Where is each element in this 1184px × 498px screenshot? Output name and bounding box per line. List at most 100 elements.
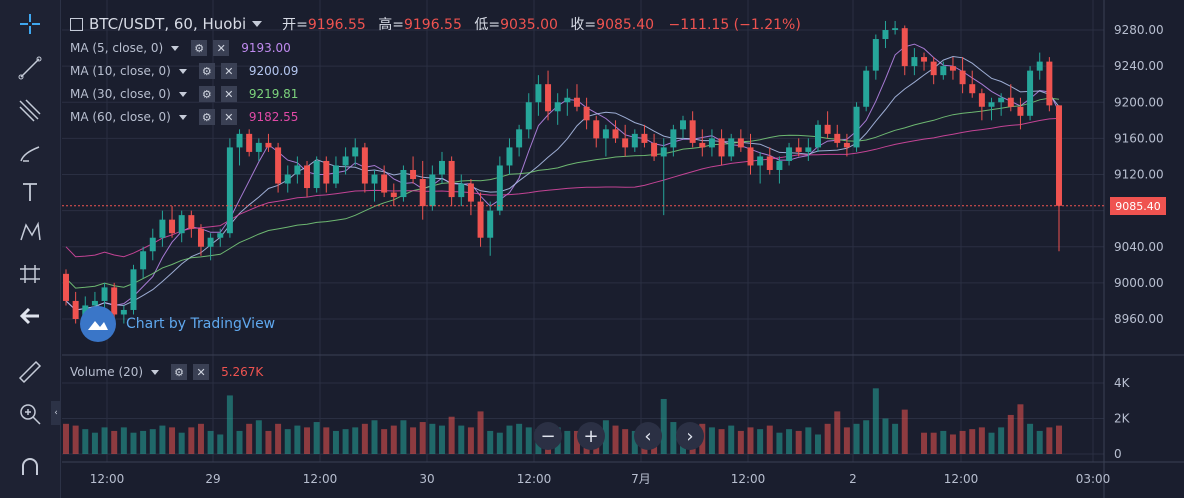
candle-body — [631, 133, 638, 148]
volume-bar — [1036, 430, 1043, 454]
candle-body — [487, 210, 494, 238]
symbol-dropdown-icon[interactable] — [252, 21, 263, 27]
volume-legend[interactable]: Volume (20) ⚙ ✕ 5.267K — [70, 364, 263, 380]
volume-bar — [275, 423, 282, 454]
volume-bar — [467, 427, 474, 454]
zoom-in-button[interactable]: + — [577, 422, 605, 450]
candle-body — [651, 142, 658, 157]
volume-bar — [458, 425, 465, 454]
zoom-in-icon[interactable] — [14, 398, 46, 430]
candle-body — [265, 142, 272, 148]
volume-bar — [371, 420, 378, 454]
candle-body — [969, 84, 976, 94]
candle-body — [169, 219, 176, 234]
measure-icon[interactable] — [14, 258, 46, 290]
pattern-icon[interactable] — [14, 216, 46, 248]
volume-settings-icon[interactable]: ⚙ — [171, 364, 188, 380]
scroll-right-button[interactable]: › — [676, 422, 704, 450]
candle-body — [477, 201, 484, 238]
ma60-legend[interactable]: MA (60, close, 0) ⚙ ✕ 9182.55 — [70, 109, 298, 125]
time-tick-label: 7月 — [631, 472, 651, 486]
time-tick-label: 12:00 — [731, 472, 766, 486]
volume-dropdown-icon[interactable] — [151, 369, 160, 375]
volume-bar — [622, 429, 629, 454]
last-price-tag: 9085.40 — [1110, 197, 1166, 215]
ma30-label[interactable]: MA (30, close, 0) — [70, 87, 171, 101]
candle-body — [535, 84, 542, 103]
candle-body — [275, 147, 282, 184]
candle-body — [217, 233, 224, 238]
volume-bar — [988, 432, 995, 454]
candle-body — [872, 39, 879, 71]
candle-body — [940, 66, 947, 76]
ma60-settings-icon[interactable]: ⚙ — [198, 109, 215, 125]
tradingview-watermark[interactable]: Chart by TradingView — [80, 306, 275, 342]
volume-remove-icon[interactable]: ✕ — [193, 364, 210, 380]
volume-bar — [439, 425, 445, 454]
candle-body — [1036, 61, 1043, 71]
candle-body — [1027, 70, 1034, 116]
candle-body — [381, 174, 388, 193]
candle-body — [467, 183, 474, 202]
magnet-icon[interactable] — [14, 452, 46, 484]
candle-body — [458, 183, 465, 198]
ma60-label[interactable]: MA (60, close, 0) — [70, 110, 171, 124]
ma5-dropdown-icon[interactable] — [171, 45, 180, 51]
volume-bar — [564, 430, 571, 454]
scroll-left-button[interactable]: ‹ — [634, 422, 662, 450]
candle-body — [901, 28, 908, 67]
ma30-settings-icon[interactable]: ⚙ — [198, 86, 215, 102]
ma10-dropdown-icon[interactable] — [178, 68, 187, 74]
ma60-dropdown-icon[interactable] — [178, 114, 187, 120]
volume-bar — [978, 427, 985, 454]
candle-body — [496, 165, 503, 211]
ruler-icon[interactable] — [14, 356, 46, 388]
ma30-remove-icon[interactable]: ✕ — [220, 86, 237, 102]
candle-body — [959, 70, 966, 85]
ma60-remove-icon[interactable]: ✕ — [220, 109, 237, 125]
watermark-text: Chart by TradingView — [126, 316, 276, 332]
volume-bar — [786, 429, 793, 454]
ma5-remove-icon[interactable]: ✕ — [213, 40, 230, 56]
volume-bar — [921, 432, 928, 454]
symbol-legend: BTC/USDT, 60, Huobi 开=9196.55 高=9196.55 … — [70, 14, 801, 34]
brush-icon[interactable] — [14, 136, 46, 168]
volume-bar — [814, 434, 821, 454]
trend-line-icon[interactable] — [14, 52, 46, 84]
volume-bar — [602, 420, 609, 454]
tradingview-logo-icon — [80, 306, 116, 342]
ma5-legend[interactable]: MA (5, close, 0) ⚙ ✕ 9193.00 — [70, 40, 291, 56]
volume-bar — [101, 427, 108, 454]
back-arrow-icon[interactable] — [14, 300, 46, 332]
ma5-settings-icon[interactable]: ⚙ — [191, 40, 208, 56]
ma30-dropdown-icon[interactable] — [178, 91, 187, 97]
candle-body — [602, 129, 609, 139]
zoom-out-button[interactable]: − — [534, 422, 562, 450]
symbol-menu-icon[interactable] — [70, 17, 83, 31]
candle-body — [332, 165, 339, 184]
volume-bar — [949, 434, 956, 454]
candle-body — [776, 160, 783, 170]
volume-label[interactable]: Volume (20) — [70, 365, 144, 379]
ma30-legend[interactable]: MA (30, close, 0) ⚙ ✕ 9219.81 — [70, 86, 298, 102]
volume-bar — [660, 398, 667, 454]
ma10-value: 9200.09 — [248, 64, 299, 78]
candle-body — [593, 120, 600, 139]
price-tick-label: 9120.00 — [1114, 168, 1164, 182]
ma5-label[interactable]: MA (5, close, 0) — [70, 41, 164, 55]
symbol-label[interactable]: BTC/USDT, 60, Huobi — [89, 15, 247, 33]
pitchfork-icon[interactable] — [14, 94, 46, 126]
ma10-settings-icon[interactable]: ⚙ — [198, 63, 215, 79]
candle-body — [757, 156, 764, 166]
text-icon[interactable] — [14, 176, 46, 208]
price-tick-label: 8960.00 — [1114, 312, 1164, 326]
volume-bar — [853, 423, 860, 454]
price-change: −111.15 (−1.21%) — [668, 17, 801, 33]
toolbar-collapse-handle[interactable]: ‹ — [51, 401, 61, 425]
crosshair-icon[interactable] — [14, 8, 46, 40]
candle-body — [197, 228, 204, 247]
ma10-legend[interactable]: MA (10, close, 0) ⚙ ✕ 9200.09 — [70, 63, 298, 79]
ma10-remove-icon[interactable]: ✕ — [220, 63, 237, 79]
ma10-label[interactable]: MA (10, close, 0) — [70, 64, 171, 78]
